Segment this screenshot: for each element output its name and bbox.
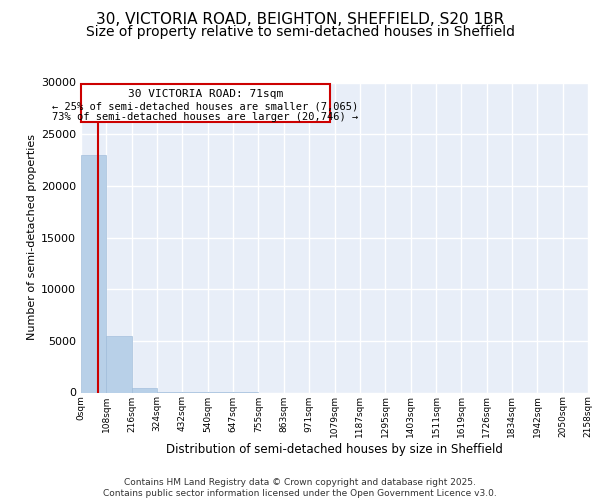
Text: ← 25% of semi-detached houses are smaller (7,065): ← 25% of semi-detached houses are smalle…: [52, 102, 359, 112]
Text: Size of property relative to semi-detached houses in Sheffield: Size of property relative to semi-detach…: [86, 25, 515, 39]
Text: 30 VICTORIA ROAD: 71sqm: 30 VICTORIA ROAD: 71sqm: [128, 89, 283, 99]
Bar: [132, 388, 157, 392]
Bar: [81, 155, 106, 392]
Bar: [106, 336, 132, 392]
X-axis label: Distribution of semi-detached houses by size in Sheffield: Distribution of semi-detached houses by …: [166, 443, 503, 456]
Text: 30, VICTORIA ROAD, BEIGHTON, SHEFFIELD, S20 1BR: 30, VICTORIA ROAD, BEIGHTON, SHEFFIELD, …: [96, 12, 504, 28]
Text: 73% of semi-detached houses are larger (20,746) →: 73% of semi-detached houses are larger (…: [52, 112, 359, 122]
Y-axis label: Number of semi-detached properties: Number of semi-detached properties: [27, 134, 37, 340]
Bar: [81, 84, 330, 122]
Text: Contains HM Land Registry data © Crown copyright and database right 2025.
Contai: Contains HM Land Registry data © Crown c…: [103, 478, 497, 498]
